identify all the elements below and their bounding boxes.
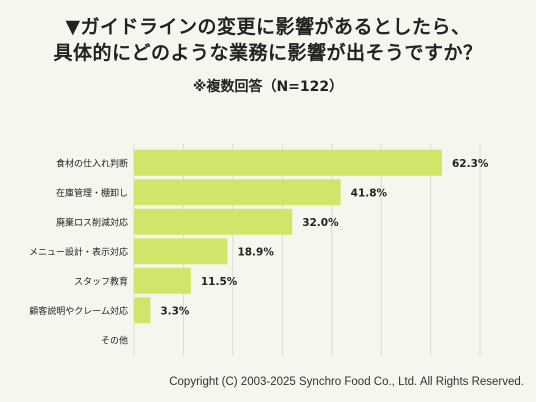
value-label: 62.3%	[452, 158, 489, 170]
bar	[134, 208, 293, 235]
bar	[134, 149, 442, 176]
value-label: 32.0%	[302, 217, 339, 229]
category-label: 食材の仕入れ判断	[56, 157, 128, 169]
category-label: メニュー設計・表示対応	[29, 246, 128, 258]
value-label: 11.5%	[201, 276, 238, 288]
bar	[134, 297, 151, 324]
bar-chart: 食材の仕入れ判断 62.3% 在庫管理・棚卸し 41.8% 廃棄ロス削減対応 32.0% メ…	[29, 144, 489, 356]
category-label: その他	[101, 334, 128, 346]
bar	[134, 238, 228, 265]
title-line-2: 具体的にどのような業務に影響が出そうですか？	[53, 42, 483, 64]
value-label: 3.3%	[160, 305, 190, 317]
title-line-1: ▼ガイドラインの変更に影響があるとしたら、	[65, 16, 471, 38]
category-label: 顧客説明やクレーム対応	[29, 305, 128, 317]
value-label: 18.9%	[237, 246, 274, 258]
category-label: 在庫管理・棚卸し	[56, 187, 128, 199]
category-label: 廃棄ロス削減対応	[56, 216, 128, 228]
chart-title: ▼ガイドラインの変更に影響があるとしたら、 具体的にどのような業務に影響が出そう…	[0, 14, 536, 66]
bar	[134, 179, 341, 206]
category-label: スタッフ教育	[74, 275, 128, 287]
bar	[134, 267, 191, 294]
copyright-footer: Copyright (C) 2003-2025 Synchro Food Co.…	[169, 376, 524, 388]
chart-subtitle: ※複数回答（N=122）	[192, 79, 344, 95]
value-label: 41.8%	[351, 187, 388, 199]
